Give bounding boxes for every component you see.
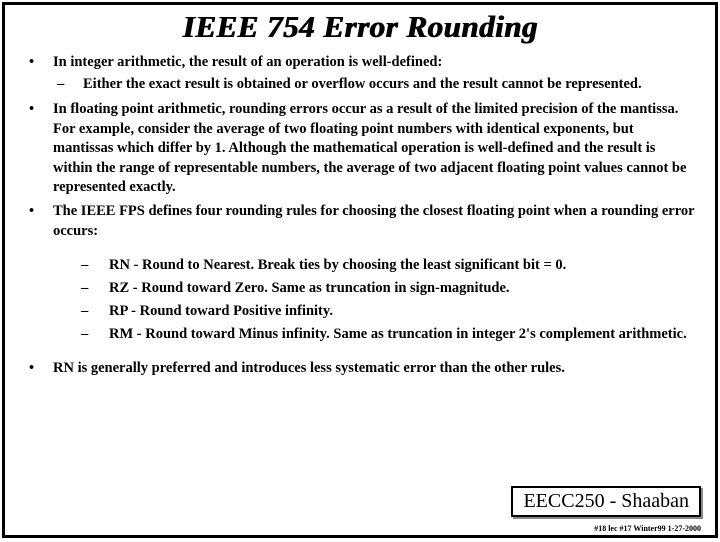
slide-footer: #18 lec #17 Winter99 1-27-2000 — [594, 524, 701, 533]
dash-marker: – — [81, 324, 109, 345]
bullet-1-sub: – Either the exact result is obtained or… — [53, 75, 697, 95]
slide-frame: IEEE 754 Error Rounding • In integer ari… — [2, 2, 718, 538]
rule-rn-text: RN - Round to Nearest. Break ties by cho… — [109, 255, 697, 276]
bullet-1-text: In integer arithmetic, the result of an … — [53, 54, 442, 70]
bullet-marker: • — [23, 53, 53, 96]
rule-rm: – RM - Round toward Minus infinity. Same… — [81, 324, 697, 345]
rule-rn: – RN - Round to Nearest. Break ties by c… — [81, 255, 697, 276]
bullet-4: • RN is generally preferred and introduc… — [23, 359, 697, 379]
main-bullets: • In integer arithmetic, the result of a… — [23, 53, 697, 241]
bullet-3-text: The IEEE FPS defines four rounding rules… — [53, 202, 697, 241]
bullet-2-text: In floating point arithmetic, rounding e… — [53, 100, 697, 198]
dash-marker: – — [81, 255, 109, 276]
bullet-marker: • — [23, 100, 53, 198]
course-box: EECC250 - Shaaban — [511, 486, 701, 517]
bullet-3: • The IEEE FPS defines four rounding rul… — [23, 202, 697, 241]
closing-bullets: • RN is generally preferred and introduc… — [23, 359, 697, 379]
rule-rp-text: RP - Round toward Positive infinity. — [109, 301, 697, 322]
bullet-marker: • — [23, 359, 53, 379]
rule-rp: – RP - Round toward Positive infinity. — [81, 301, 697, 322]
bullet-1a-text: Either the exact result is obtained or o… — [83, 75, 697, 95]
bullet-1: • In integer arithmetic, the result of a… — [23, 53, 697, 96]
rule-rz-text: RZ - Round toward Zero. Same as truncati… — [109, 278, 697, 299]
bullet-2: • In floating point arithmetic, rounding… — [23, 100, 697, 198]
rule-rm-text: RM - Round toward Minus infinity. Same a… — [109, 324, 697, 345]
rounding-rules: – RN - Round to Nearest. Break ties by c… — [81, 255, 697, 345]
bullet-1a: – Either the exact result is obtained or… — [53, 75, 697, 95]
rule-rz: – RZ - Round toward Zero. Same as trunca… — [81, 278, 697, 299]
dash-marker: – — [81, 301, 109, 322]
slide-title: IEEE 754 Error Rounding — [23, 9, 697, 45]
bullet-marker: • — [23, 202, 53, 241]
bullet-4-text: RN is generally preferred and introduces… — [53, 359, 697, 379]
dash-marker: – — [81, 278, 109, 299]
dash-marker: – — [53, 75, 83, 95]
